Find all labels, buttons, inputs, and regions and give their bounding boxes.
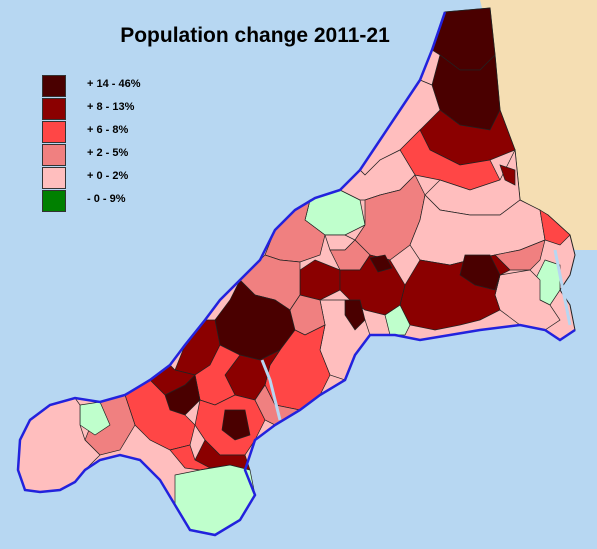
- legend-item: + 8 - 13%: [42, 98, 192, 121]
- legend-item: + 0 - 2%: [42, 167, 192, 190]
- legend-item: + 6 - 8%: [42, 121, 192, 144]
- river-tamar: [553, 249, 572, 326]
- region-south-darkest-2: [221, 409, 251, 441]
- map-title: Population change 2011-21: [120, 24, 390, 47]
- legend-label: - 0 - 9%: [87, 193, 126, 205]
- region-dark-centre-dot: [369, 254, 393, 273]
- legend-item: - 0 - 9%: [42, 190, 192, 213]
- legend-label: + 0 - 2%: [87, 170, 129, 182]
- legend-swatch: [42, 121, 66, 143]
- legend-label: + 2 - 5%: [87, 147, 129, 159]
- legend-item: + 2 - 5%: [42, 144, 192, 167]
- legend-swatch: [42, 167, 66, 189]
- coastline: [16, 11, 576, 537]
- legend-swatch: [42, 190, 66, 212]
- region-southwest-red: [124, 379, 196, 451]
- neighbouring-land: [480, 0, 597, 250]
- regions: [17, 7, 571, 536]
- legend-label: + 6 - 8%: [87, 124, 129, 136]
- legend-swatch: [42, 75, 66, 97]
- region-southeast-darkest: [459, 254, 501, 291]
- region-east-red: [539, 209, 571, 246]
- river-fal: [260, 359, 282, 421]
- legend-swatch: [42, 144, 66, 166]
- legend-label: + 8 - 13%: [87, 101, 135, 113]
- legend-label: + 14 - 46%: [87, 78, 141, 90]
- legend-item: + 14 - 46%: [42, 75, 192, 98]
- legend-swatch: [42, 98, 66, 120]
- legend: + 14 - 46% + 8 - 13% + 6 - 8% + 2 - 5% +…: [42, 75, 192, 213]
- region-east-dark-small: [499, 164, 516, 186]
